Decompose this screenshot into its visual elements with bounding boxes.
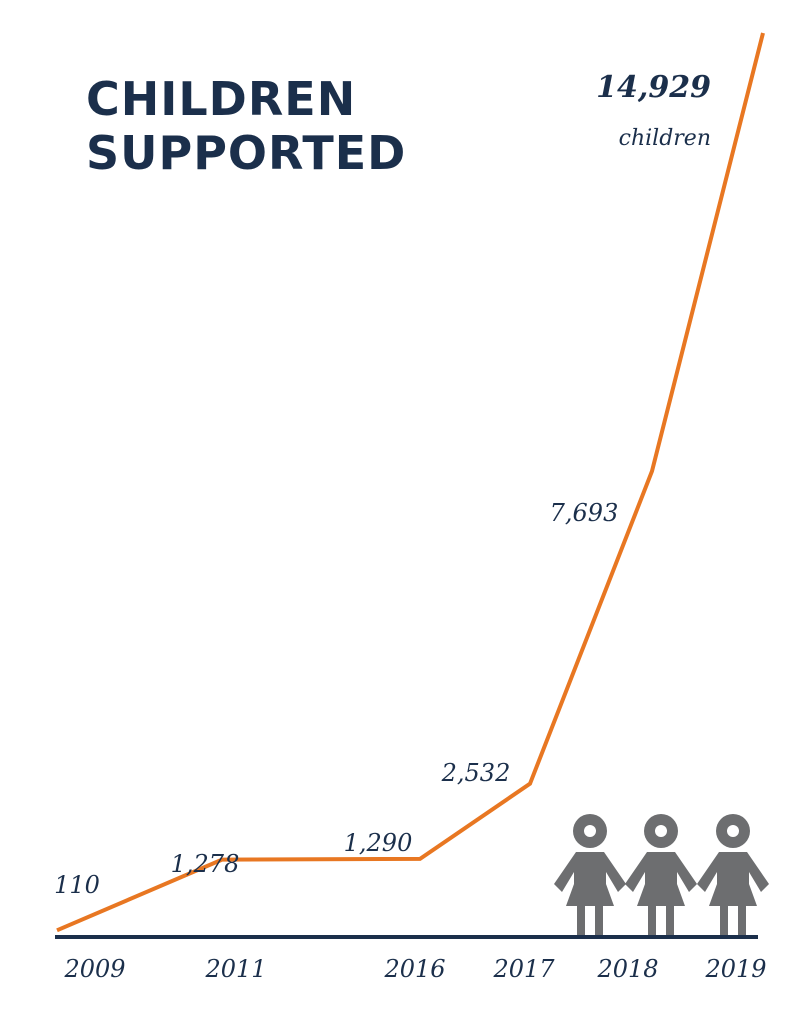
- icon-body: [625, 852, 697, 906]
- icon-leg: [738, 906, 746, 937]
- icon-leg: [595, 906, 603, 937]
- value-label: 14,929: [596, 70, 711, 105]
- line: [56, 32, 765, 933]
- icon-body: [554, 852, 626, 906]
- child-icon: [625, 814, 697, 937]
- x-tick-label: 2019: [704, 955, 766, 983]
- value-label: 1,278: [171, 850, 240, 878]
- icon-leg: [577, 906, 585, 937]
- value-label: 7,693: [550, 499, 619, 527]
- x-tick-label: 2017: [492, 955, 555, 983]
- x-tick-label: 2016: [383, 955, 445, 983]
- annotation: children: [619, 126, 711, 151]
- value-label: 2,532: [441, 759, 511, 787]
- chart-title: CHILDREN SUPPORTED: [86, 72, 407, 180]
- x-tick-label: 2011: [204, 955, 266, 983]
- icon-leg: [666, 906, 674, 937]
- value-label: 1,290: [344, 829, 413, 857]
- icon-head-hole: [655, 825, 667, 837]
- icon-head-hole: [727, 825, 739, 837]
- x-tick-label: 2018: [596, 955, 658, 983]
- icon-leg: [720, 906, 728, 937]
- child-icon: [697, 814, 769, 937]
- icon-leg: [648, 906, 656, 937]
- x-tick-label: 2009: [63, 955, 125, 983]
- child-icon: [554, 814, 626, 937]
- value-label: 110: [54, 871, 100, 899]
- icon-head-hole: [584, 825, 596, 837]
- icon-body: [697, 852, 769, 906]
